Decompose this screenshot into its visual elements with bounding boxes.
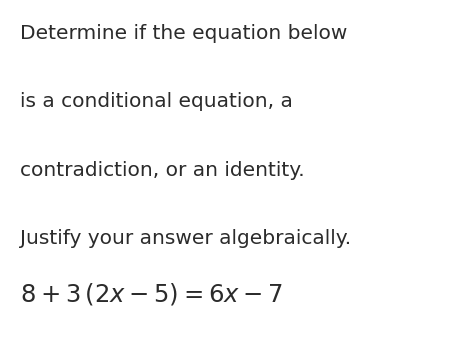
Text: $8 + 3\,(2x - 5) = 6x - 7$: $8 + 3\,(2x - 5) = 6x - 7$ [20,281,283,307]
Text: contradiction, or an identity.: contradiction, or an identity. [20,161,304,179]
Text: is a conditional equation, a: is a conditional equation, a [20,92,293,111]
Text: Determine if the equation below: Determine if the equation below [20,24,347,43]
Text: Justify your answer algebraically.: Justify your answer algebraically. [20,229,351,247]
